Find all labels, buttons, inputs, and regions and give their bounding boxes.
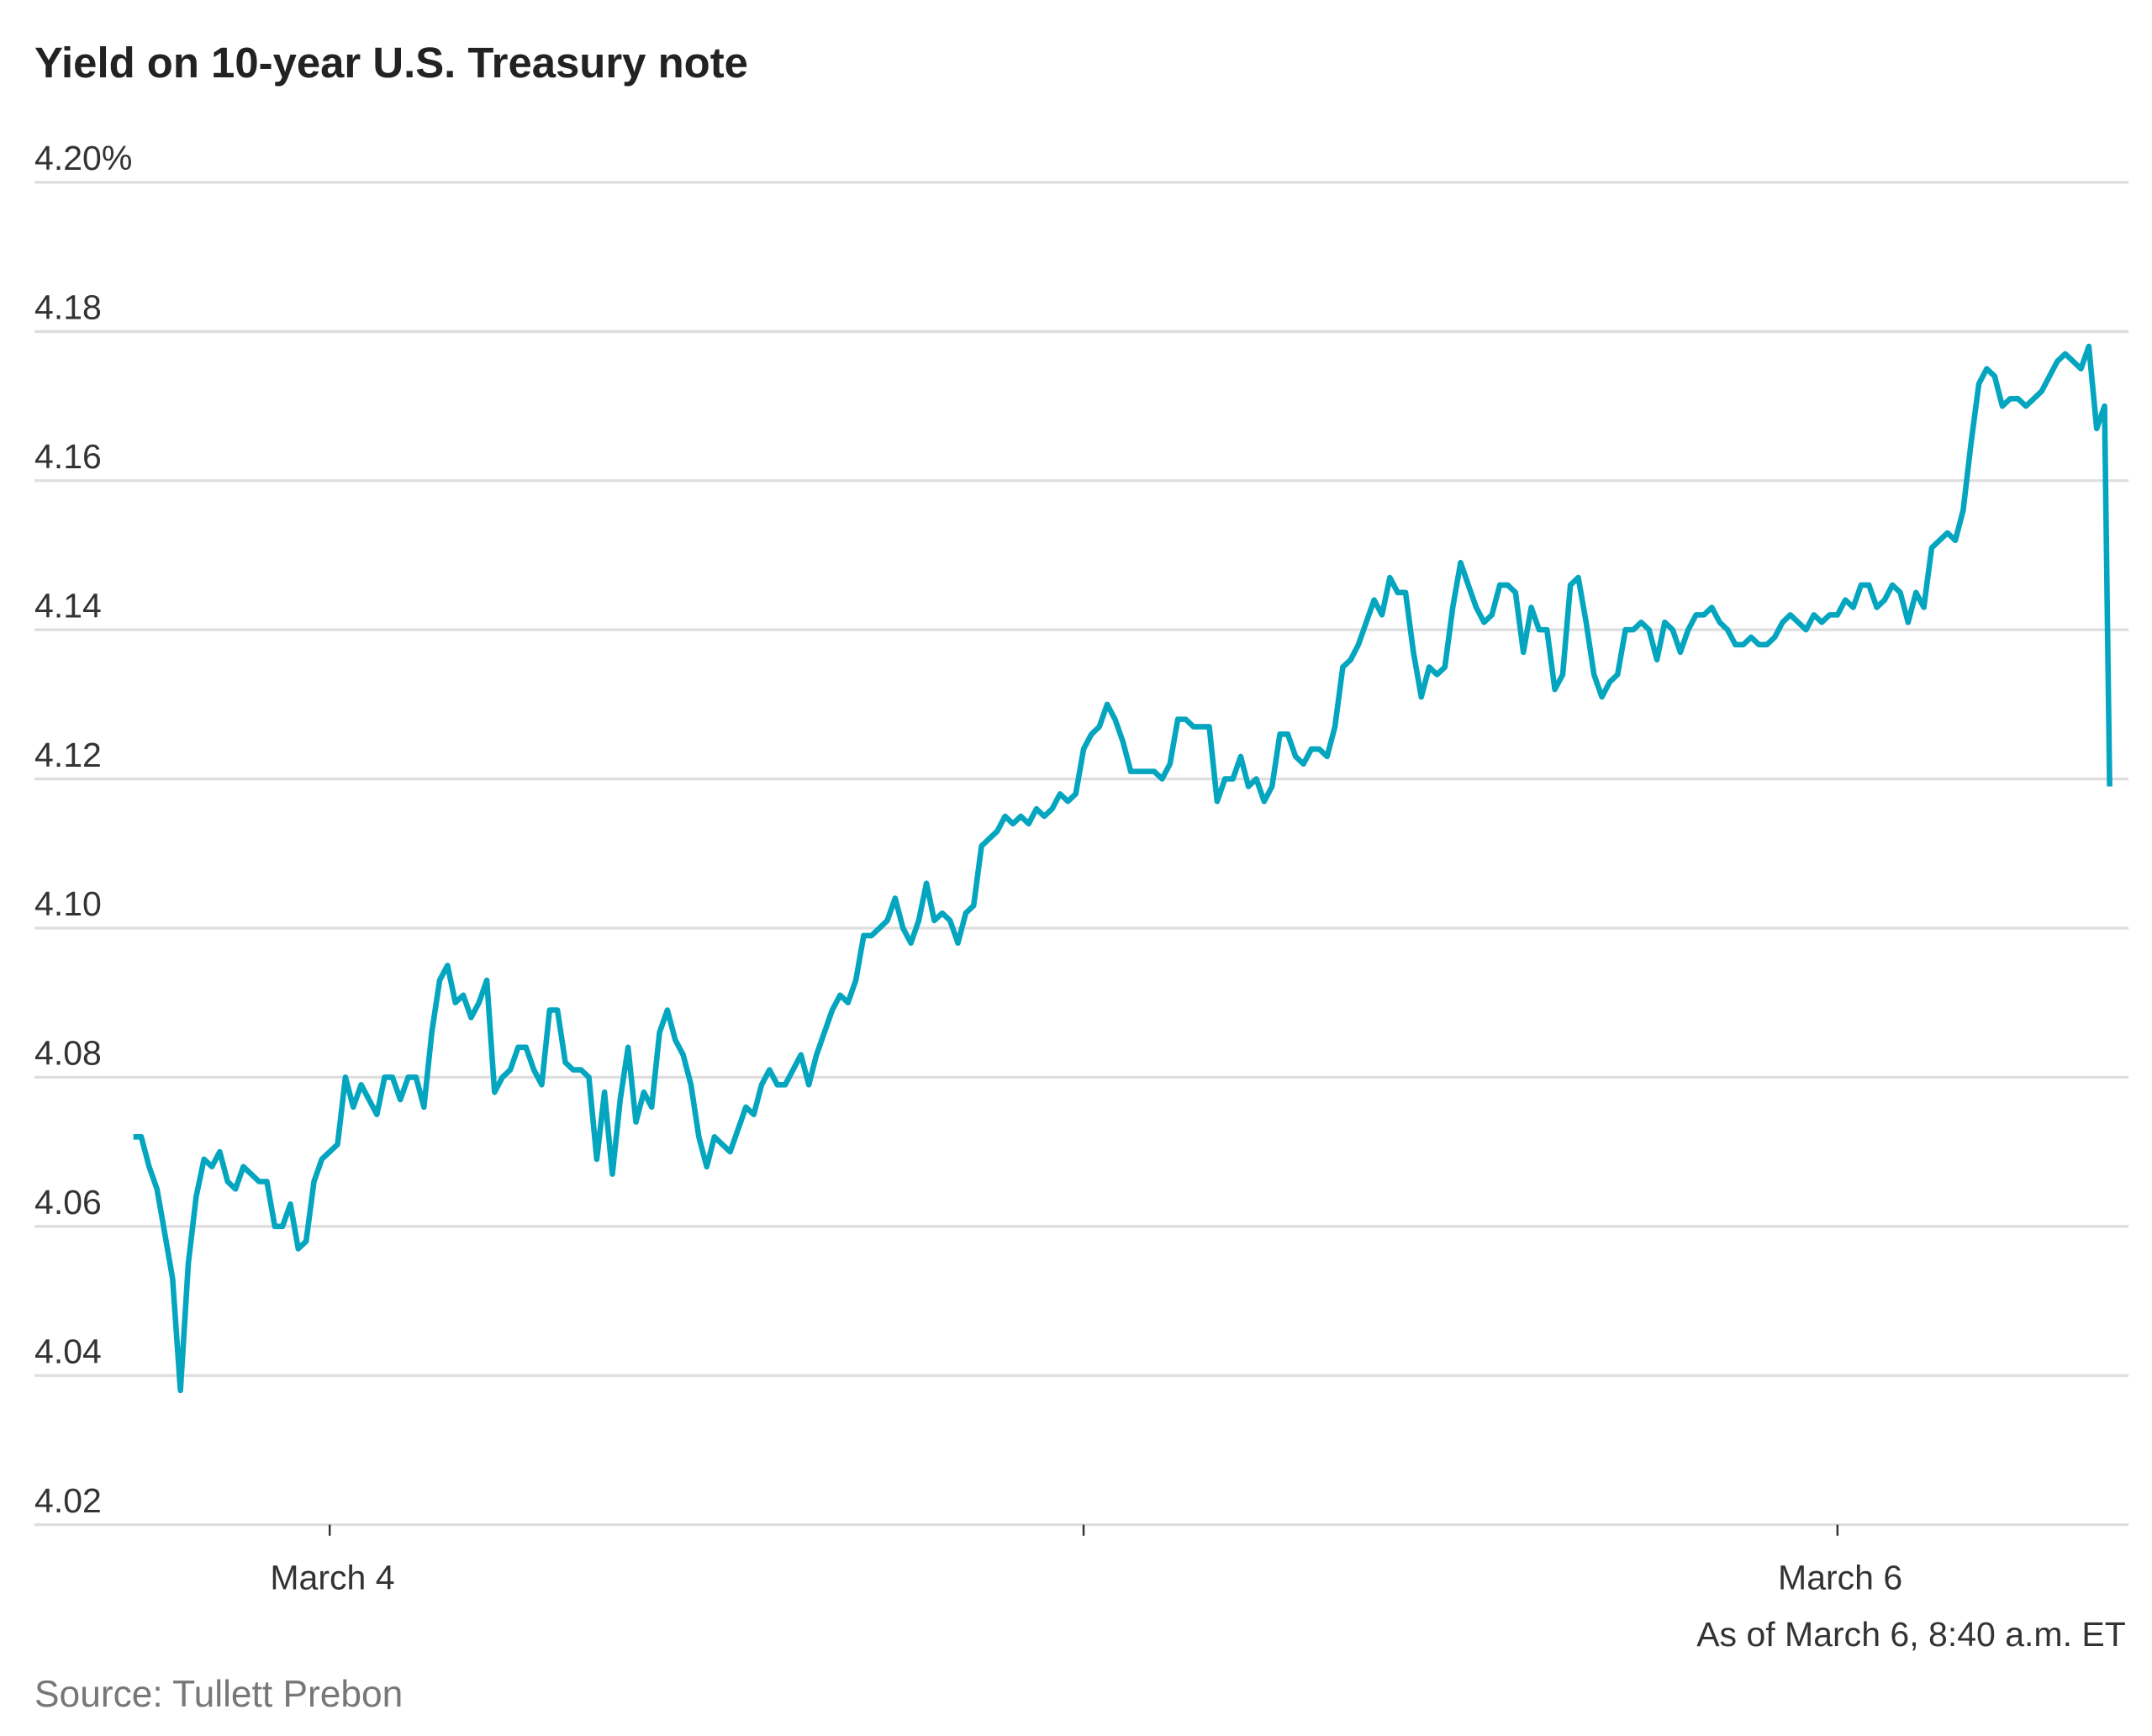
y-tick-label: 4.08 bbox=[34, 1034, 102, 1073]
x-tick-label: March 6 bbox=[1778, 1559, 1902, 1597]
y-tick-label: 4.20% bbox=[34, 139, 132, 177]
y-tick-label: 4.18 bbox=[34, 288, 102, 327]
as-of-annotation: As of March 6, 8:40 a.m. ET bbox=[1696, 1615, 2126, 1654]
x-tick-label: March 4 bbox=[270, 1559, 394, 1597]
yield-series-line bbox=[133, 343, 2112, 1394]
source-note: Source: Tullett Prebon bbox=[34, 1674, 403, 1715]
chart-title: Yield on 10-year U.S. Treasury note bbox=[34, 39, 748, 87]
y-tick-label: 4.12 bbox=[34, 736, 102, 774]
gridlines bbox=[34, 181, 2129, 1527]
y-tick-label: 4.14 bbox=[34, 586, 102, 625]
y-tick-label: 4.16 bbox=[34, 437, 102, 476]
y-tick-label: 4.10 bbox=[34, 884, 102, 923]
y-tick-label: 4.02 bbox=[34, 1481, 102, 1520]
y-tick-label: 4.06 bbox=[34, 1183, 102, 1222]
x-axis: March 4 March 6 bbox=[270, 1524, 1902, 1597]
y-tick-label: 4.04 bbox=[34, 1332, 102, 1370]
y-axis-labels: 4.20% 4.18 4.16 4.14 4.12 4.10 4.08 4.06 4.04 4.0… bbox=[34, 139, 132, 1520]
